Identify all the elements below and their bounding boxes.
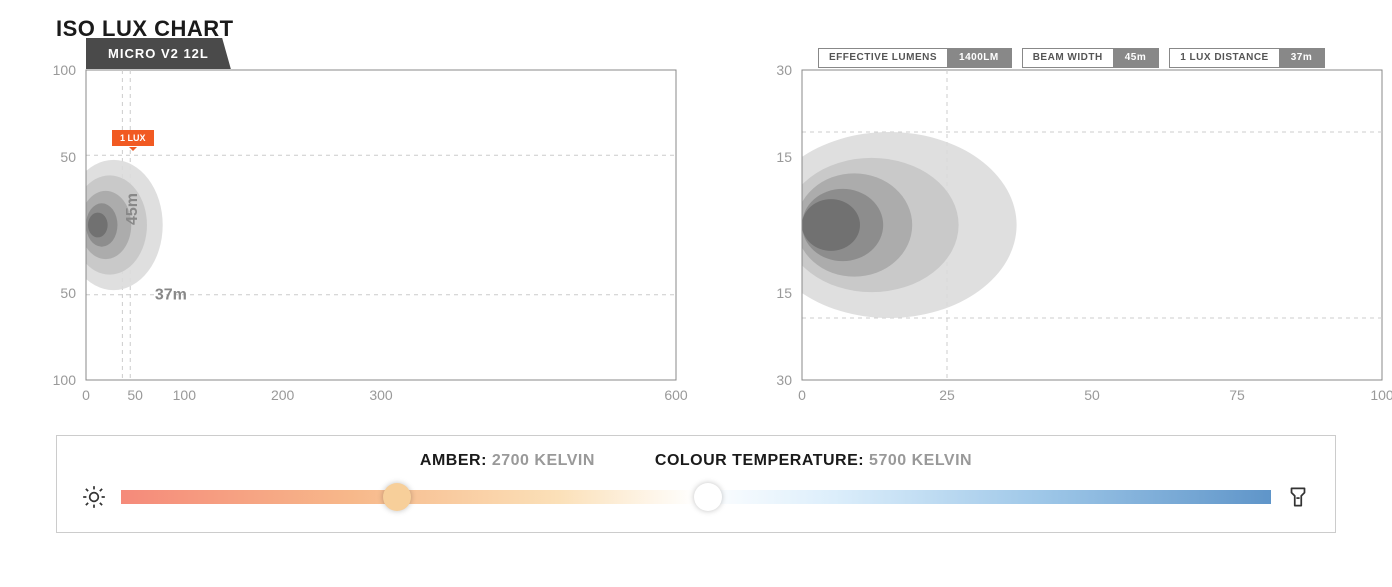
color-temp-labels: AMBER: 2700 KELVIN COLOUR TEMPERATURE: 5… [81, 452, 1311, 470]
temp-marker-white[interactable] [694, 483, 722, 511]
svg-text:15: 15 [776, 285, 792, 301]
stat-pill: EFFECTIVE LUMENS1400LM [818, 48, 1012, 68]
ct-label: COLOUR TEMPERATURE: 5700 KELVIN [655, 452, 972, 470]
flashlight-icon [1285, 484, 1311, 510]
svg-text:37m: 37m [155, 286, 187, 303]
svg-text:75: 75 [1229, 387, 1245, 403]
svg-text:100: 100 [1370, 387, 1392, 403]
svg-text:50: 50 [60, 149, 76, 165]
svg-text:0: 0 [82, 387, 90, 403]
stat-pill: 1 LUX DISTANCE37m [1169, 48, 1325, 68]
svg-text:30: 30 [776, 62, 792, 78]
sun-icon [81, 484, 107, 510]
color-temperature-panel: AMBER: 2700 KELVIN COLOUR TEMPERATURE: 5… [56, 435, 1336, 533]
svg-text:30: 30 [776, 372, 792, 388]
color-temp-bar-row [81, 484, 1311, 510]
svg-text:50: 50 [1084, 387, 1100, 403]
svg-text:45m: 45m [124, 193, 141, 225]
chart-right: EFFECTIVE LUMENS1400LMBEAM WIDTH45m1 LUX… [756, 60, 1392, 405]
chart-left-svg: 0 50 100 200 300 600 100 50 50 100 45m 37m [40, 60, 696, 405]
chart-right-svg: 0 25 50 75 100 30 15 15 30 [756, 60, 1392, 405]
svg-text:25: 25 [939, 387, 955, 403]
svg-text:300: 300 [369, 387, 393, 403]
svg-text:100: 100 [173, 387, 197, 403]
product-tab: MICRO V2 12L [86, 38, 231, 69]
svg-text:50: 50 [60, 285, 76, 301]
svg-text:50: 50 [127, 387, 143, 403]
svg-text:600: 600 [664, 387, 688, 403]
svg-text:100: 100 [53, 62, 77, 78]
chart-left: MICRO V2 12L 1 LUX 050100200300600100505… [40, 60, 696, 405]
stat-pill: BEAM WIDTH45m [1022, 48, 1160, 68]
svg-text:200: 200 [271, 387, 295, 403]
page-title: ISO LUX CHART [56, 16, 1352, 42]
svg-text:0: 0 [798, 387, 806, 403]
amber-label: AMBER: 2700 KELVIN [420, 452, 595, 470]
one-lux-tag: 1 LUX [112, 130, 154, 146]
svg-text:15: 15 [776, 149, 792, 165]
charts-row: MICRO V2 12L 1 LUX 050100200300600100505… [40, 60, 1352, 405]
temp-marker-amber[interactable] [383, 483, 411, 511]
stats-bar: EFFECTIVE LUMENS1400LM BEAM WIDTH45m 1 LUX… [818, 48, 1325, 68]
svg-text:100: 100 [53, 372, 77, 388]
color-temp-gradient-bar[interactable] [121, 490, 1271, 504]
